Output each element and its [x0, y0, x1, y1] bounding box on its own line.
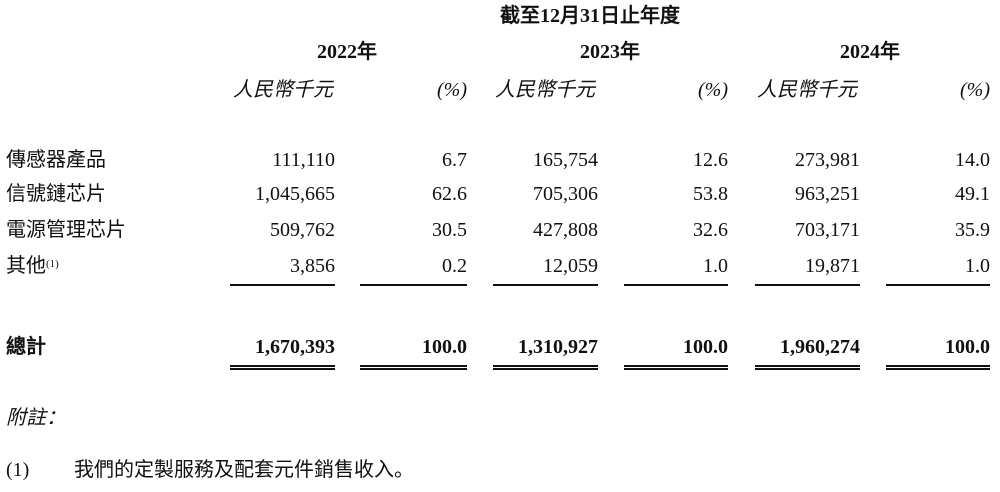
row-amount: 3,856	[290, 255, 335, 277]
row-percentage: 14.0	[955, 149, 990, 171]
total-label: 總計	[6, 336, 46, 358]
row-label: 其他(1)	[6, 254, 59, 278]
unit-label-2024: 人民幣千元	[757, 79, 857, 101]
total-double-rule	[493, 365, 598, 370]
footnote-text: 我們的定製服務及配套元件銷售收入。	[74, 459, 414, 481]
row-amount: 165,754	[533, 149, 598, 171]
total-value: 100.0	[945, 336, 990, 358]
row-amount: 703,171	[795, 219, 860, 241]
footnote-marker: (1)	[6, 459, 30, 481]
row-amount: 12,059	[543, 255, 598, 277]
row-percentage: 62.6	[432, 183, 467, 205]
row-amount: 111,110	[272, 149, 335, 171]
total-value: 1,960,274	[780, 336, 860, 358]
row-label-text: 電源管理芯片	[6, 219, 126, 241]
row-percentage: 53.8	[693, 183, 728, 205]
subtotal-rule	[886, 284, 990, 286]
row-label-text: 傳感器產品	[6, 149, 106, 171]
row-percentage: 32.6	[693, 219, 728, 241]
total-double-rule	[230, 365, 335, 370]
total-double-rule	[886, 365, 990, 370]
total-double-rule	[360, 365, 467, 370]
total-double-rule	[755, 365, 860, 370]
year-header-2023: 2023年	[580, 41, 640, 63]
row-percentage: 1.0	[703, 255, 728, 277]
row-label-text: 信號鏈芯片	[6, 183, 106, 205]
row-amount: 963,251	[795, 183, 860, 205]
unit-label-2023: 人民幣千元	[495, 79, 595, 101]
notes-title: 附註：	[6, 407, 66, 429]
row-amount: 427,808	[533, 219, 598, 241]
row-percentage: 12.6	[693, 149, 728, 171]
subtotal-rule	[360, 284, 467, 286]
pct-label-2022: (%)	[437, 79, 467, 101]
row-label: 信號鏈芯片	[6, 182, 106, 206]
row-percentage: 30.5	[432, 219, 467, 241]
total-double-rule	[624, 365, 728, 370]
total-value: 1,670,393	[255, 336, 335, 358]
row-label-text: 其他	[6, 255, 46, 277]
total-value: 100.0	[683, 336, 728, 358]
row-amount: 705,306	[533, 183, 598, 205]
subtotal-rule	[624, 284, 728, 286]
row-amount: 1,045,665	[255, 183, 335, 205]
subtotal-rule	[755, 284, 860, 286]
row-label: 傳感器產品	[6, 148, 106, 172]
period-header: 截至12月31日止年度	[500, 5, 680, 27]
total-value: 1,310,927	[518, 336, 598, 358]
pct-label-2024: (%)	[960, 79, 990, 101]
row-amount: 509,762	[270, 219, 335, 241]
pct-label-2023: (%)	[698, 79, 728, 101]
row-percentage: 1.0	[965, 255, 990, 277]
row-percentage: 0.2	[442, 255, 467, 277]
row-amount: 273,981	[795, 149, 860, 171]
row-percentage: 6.7	[442, 149, 467, 171]
row-amount: 19,871	[805, 255, 860, 277]
row-percentage: 35.9	[955, 219, 990, 241]
subtotal-rule	[230, 284, 335, 286]
unit-label-2022: 人民幣千元	[233, 79, 333, 101]
total-value: 100.0	[422, 336, 467, 358]
footnote-ref: (1)	[46, 258, 59, 270]
row-label: 電源管理芯片	[6, 218, 126, 242]
row-percentage: 49.1	[955, 183, 990, 205]
subtotal-rule	[493, 284, 598, 286]
year-header-2024: 2024年	[840, 41, 900, 63]
year-header-2022: 2022年	[317, 41, 377, 63]
